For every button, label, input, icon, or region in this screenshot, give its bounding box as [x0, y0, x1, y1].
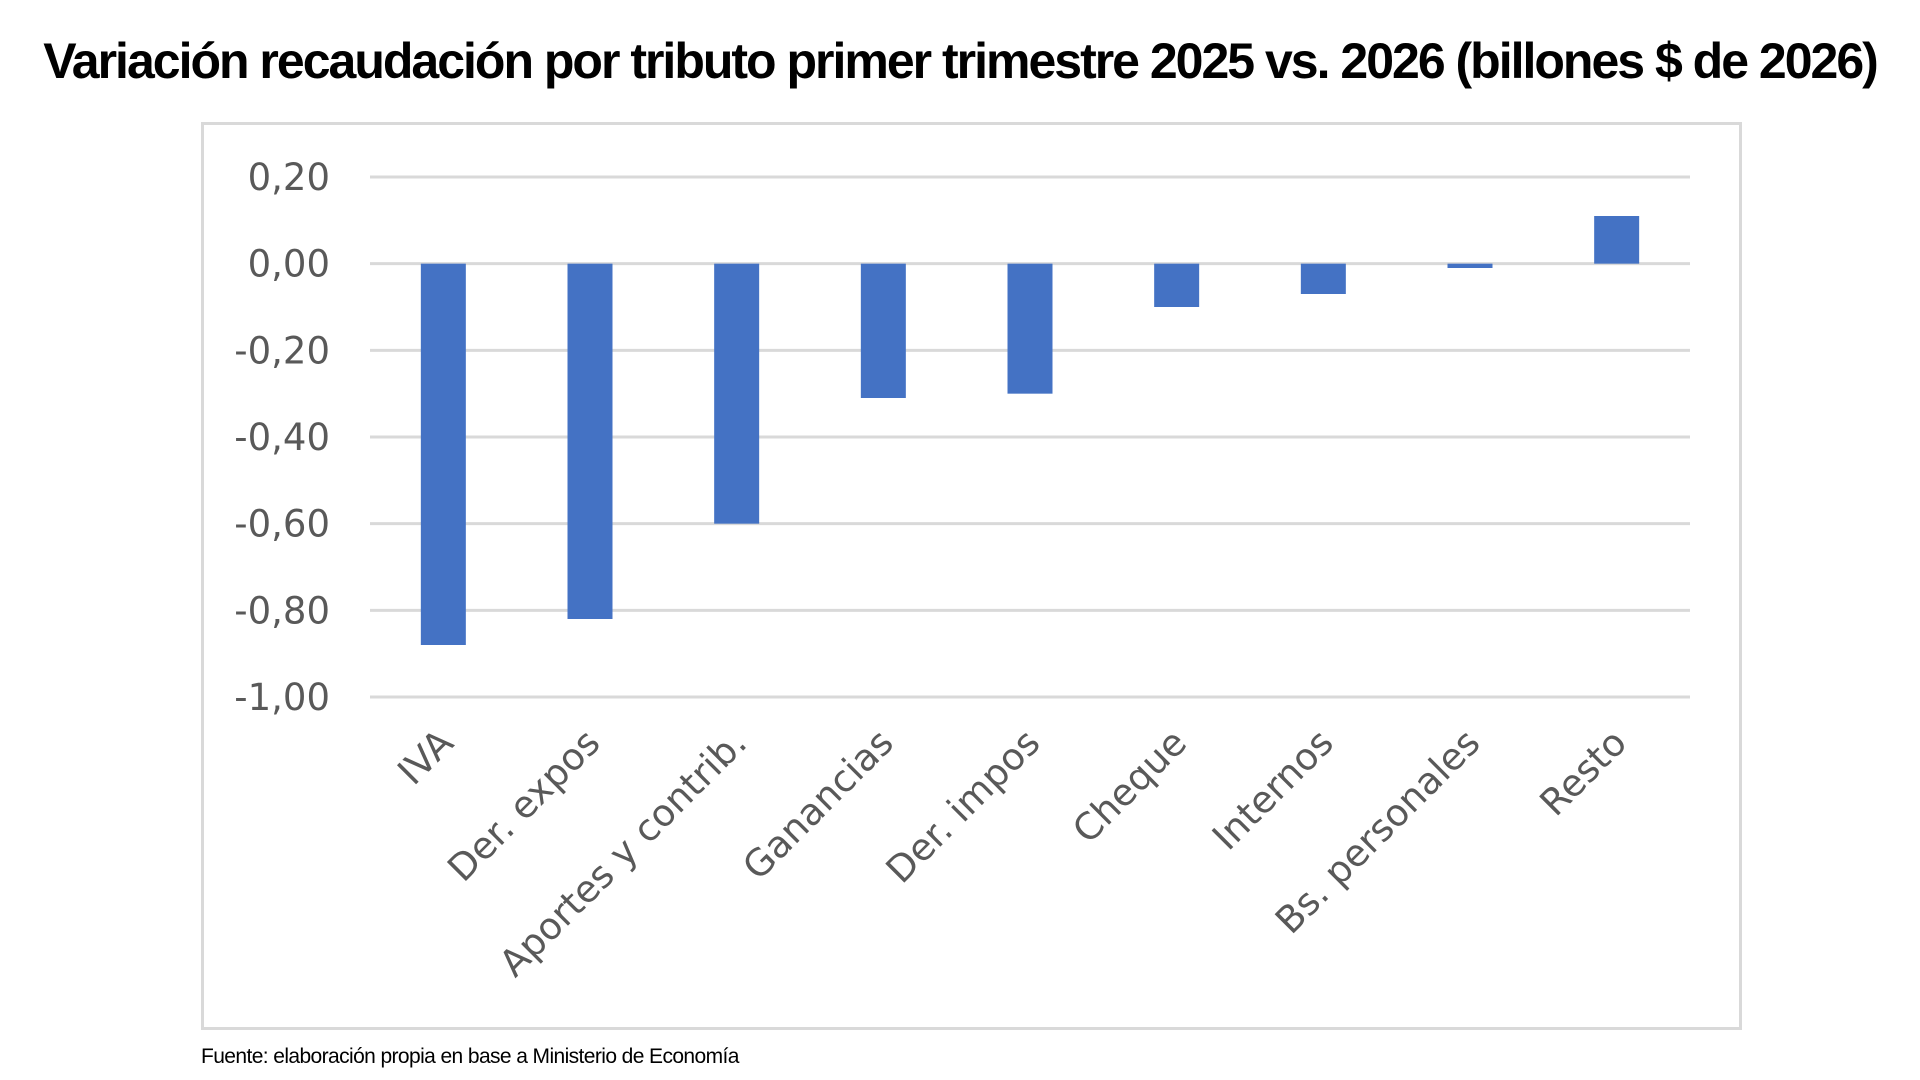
x-category-label: Resto: [1532, 721, 1635, 824]
y-tick-label: -1,00: [234, 676, 330, 719]
x-category-label: Der. impos: [878, 721, 1049, 892]
bar-resto: [1594, 216, 1640, 264]
x-category-label: Internos: [1204, 721, 1342, 859]
bar-internos: [1300, 263, 1346, 294]
y-tick-label: -0,80: [234, 589, 330, 632]
source-note: Fuente: elaboración propia en base a Min…: [201, 1045, 739, 1068]
bar-ganancias: [860, 263, 906, 398]
y-tick-label: -0,20: [234, 329, 330, 372]
x-category-label: IVA: [389, 721, 461, 793]
y-tick-label: -0,60: [234, 503, 330, 546]
bar-bs-personales: [1447, 263, 1493, 268]
bar-cheque: [1154, 263, 1200, 307]
bars: [420, 216, 1640, 645]
bar-aportes-y-contrib: [714, 263, 760, 524]
x-category-label: Aportes y contrib.: [491, 721, 755, 985]
y-tick-label: -0,40: [234, 416, 330, 459]
x-category-label: Cheque: [1064, 721, 1195, 852]
x-category-label: Ganancias: [734, 721, 901, 888]
bar-der-expos: [567, 263, 613, 619]
chart-title: Variación recaudación por tributo primer…: [43, 33, 1879, 89]
y-tick-label: 0,20: [248, 156, 330, 199]
y-tick-label: 0,00: [248, 243, 330, 286]
bar-iva: [420, 263, 466, 645]
y-axis-tick-labels: 0,20 0,00 -0,20 -0,40 -0,60 -0,80 -1,00: [234, 156, 330, 719]
bar-der-impos: [1007, 263, 1053, 394]
